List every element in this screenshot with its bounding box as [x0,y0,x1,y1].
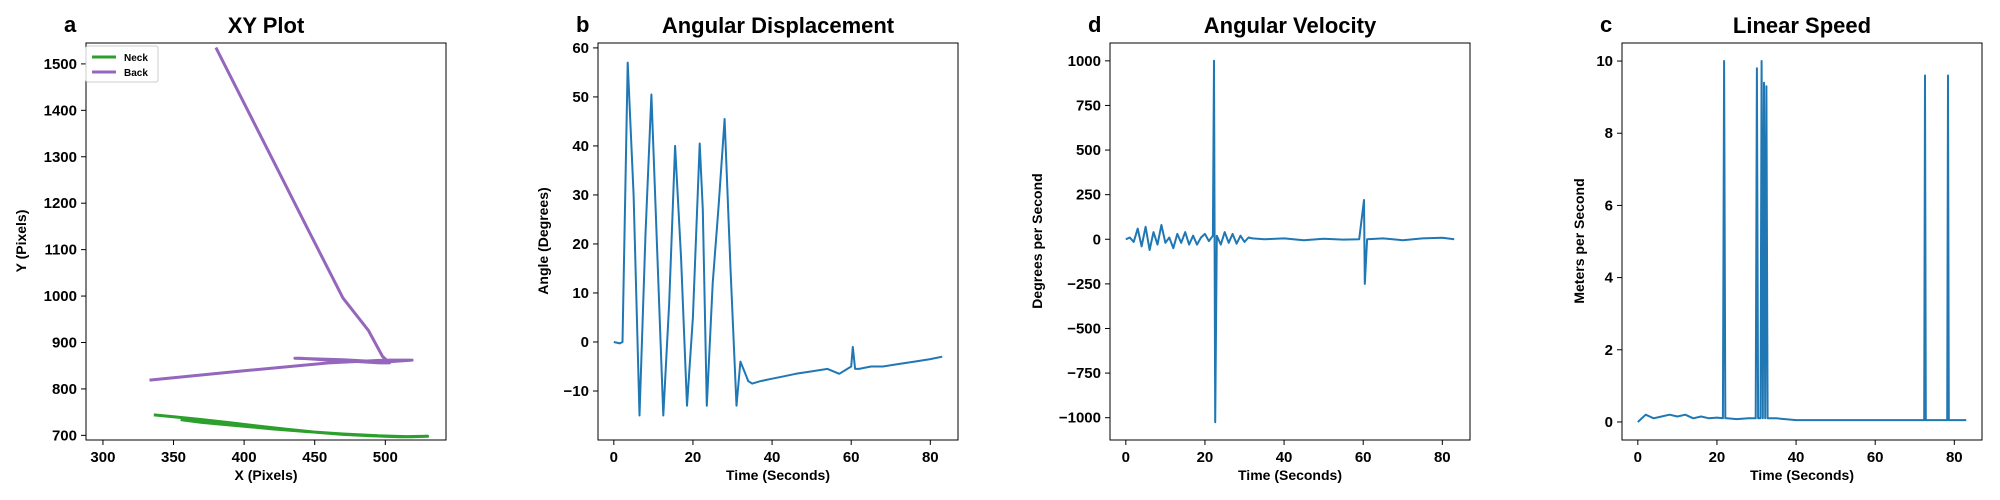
y-tick-label: 750 [1076,97,1101,114]
x-tick-label: 350 [161,449,186,466]
y-tick-label: 0 [581,334,589,351]
x-tick-label: 300 [90,449,115,466]
y-tick-label: −750 [1067,365,1101,382]
panel-letter: b [576,12,589,37]
x-tick-label: 20 [685,449,702,466]
panel-d: d Angular Velocity Time (Seconds) Degree… [1029,12,1471,483]
y-tick-label: −1000 [1059,410,1101,427]
y-tick-label: −10 [564,383,589,400]
x-tick-label: 60 [843,449,860,466]
panel-letter: a [64,12,77,37]
y-tick-label: 700 [52,427,77,444]
x-tick-label: 80 [922,449,939,466]
x-tick-label: 60 [1867,449,1884,466]
y-tick-label: 1400 [44,102,77,119]
y-tick-label: 250 [1076,187,1101,204]
x-tick-label: 40 [764,449,781,466]
chart-title: Angular Velocity [1204,13,1377,38]
panel-b: b Angular Displacement Time (Seconds) An… [535,12,959,483]
panel-a: a XY Plot X (Pixels) Y (Pixels) 300 350 40… [13,12,447,483]
x-tick-label: 40 [1276,449,1293,466]
y-axis-label: Degrees per Second [1029,173,1045,308]
panel-letter: c [1600,12,1612,37]
x-axis-label: Time (Seconds) [1238,467,1342,483]
y-tick-label: 2 [1605,342,1613,359]
y-tick-label: 40 [572,138,589,155]
y-tick-label: 0 [1093,231,1101,248]
y-tick-label: 900 [52,334,77,351]
y-tick-label: 20 [572,236,589,253]
y-axis-label: Y (Pixels) [13,210,29,273]
y-tick-label: −500 [1067,320,1101,337]
y-tick-label: 1000 [1068,53,1101,70]
x-tick-label: 20 [1709,449,1726,466]
x-tick-label: 40 [1788,449,1805,466]
y-tick-label: 10 [1596,53,1613,70]
chart-title: XY Plot [228,13,305,38]
x-tick-label: 0 [1634,449,1642,466]
plot-frame [85,42,447,441]
series-line-0 [1125,59,1455,424]
series-line-back [149,46,414,382]
y-tick-label: 800 [52,381,77,398]
chart-title: Linear Speed [1733,13,1871,38]
plot-frame [597,42,959,441]
y-tick-label: 4 [1605,270,1614,287]
plot-frame [1109,42,1471,441]
series-line-0 [1637,60,1967,423]
y-tick-label: 8 [1605,125,1613,142]
y-tick-label: 0 [1605,414,1613,431]
y-tick-label: 1500 [44,56,77,73]
x-tick-label: 0 [610,449,618,466]
y-tick-label: 1100 [44,242,77,259]
y-axis-label: Meters per Second [1571,178,1587,303]
x-tick-label: 80 [1434,449,1451,466]
y-tick-label: 1000 [44,288,77,305]
legend-label-neck: Neck [124,53,148,64]
x-axis-label: X (Pixels) [234,467,297,483]
y-tick-label: 50 [572,89,589,106]
series-line-0 [613,61,943,417]
y-tick-label: −250 [1067,276,1101,293]
x-tick-label: 500 [373,449,398,466]
y-tick-label: 1300 [44,149,77,166]
y-tick-label: 10 [572,285,589,302]
series-line-neck [153,413,430,439]
y-tick-label: 30 [572,187,589,204]
x-axis-label: Time (Seconds) [1750,467,1854,483]
panel-c: c Linear Speed Time (Seconds) Meters per… [1571,12,1983,483]
legend-label-back: Back [124,68,148,79]
x-tick-label: 400 [232,449,257,466]
plot-frame [1621,42,1983,441]
y-tick-label: 60 [572,40,589,57]
chart-title: Angular Displacement [662,13,895,38]
x-tick-label: 450 [302,449,327,466]
x-tick-label: 20 [1197,449,1214,466]
y-axis-label: Angle (Degrees) [535,187,551,294]
y-tick-label: 6 [1605,197,1613,214]
x-tick-label: 60 [1355,449,1372,466]
x-tick-label: 80 [1946,449,1963,466]
x-tick-label: 0 [1122,449,1130,466]
y-tick-label: 500 [1076,142,1101,159]
y-tick-label: 1200 [44,195,77,212]
legend: Neck Back [85,45,159,83]
x-axis-label: Time (Seconds) [726,467,830,483]
panel-letter: d [1088,12,1101,37]
